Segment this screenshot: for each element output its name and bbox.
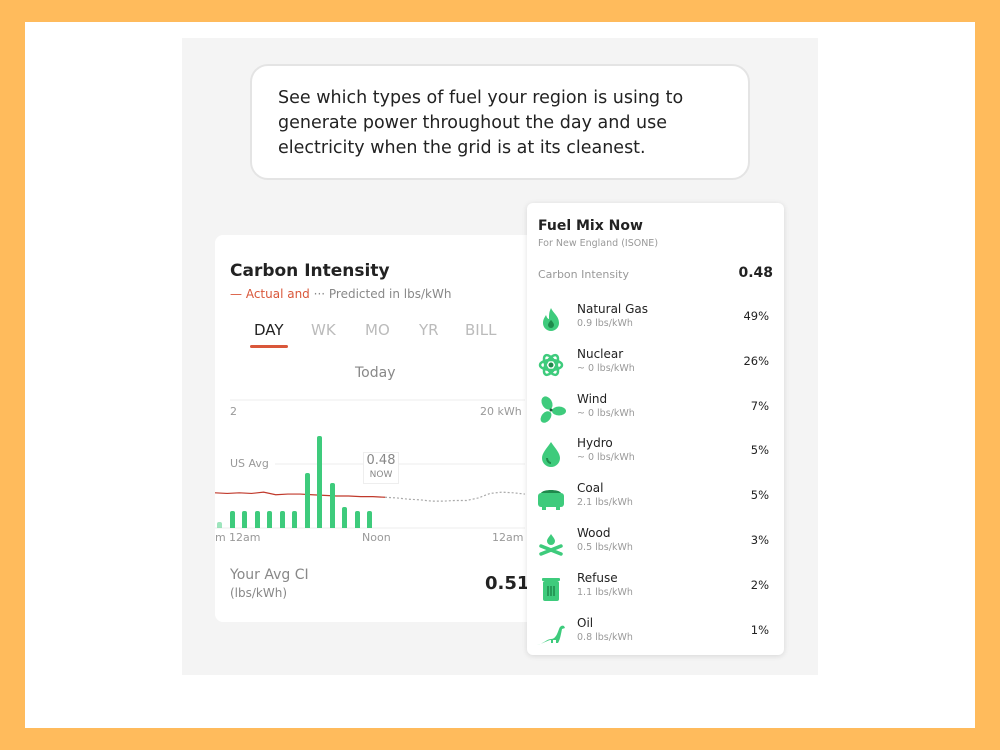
fuel-rate: ~ 0 lbs/kWh bbox=[577, 407, 635, 419]
usage-bar bbox=[267, 510, 272, 528]
avg-ci-unit: (lbs/kWh) bbox=[230, 586, 288, 600]
x-tick: m bbox=[215, 531, 226, 544]
chart-svg bbox=[215, 399, 525, 529]
dinosaur-icon bbox=[537, 625, 565, 645]
fuel-row-nuclear: Nuclear ~ 0 lbs/kWh 26% bbox=[527, 345, 784, 389]
fuel-rate: 0.8 lbs/kWh bbox=[577, 631, 633, 643]
usage-chart: 2 20 kWh US Avg 0.48 NOW m 12am Noon 12am bbox=[215, 395, 525, 545]
fuel-name: Nuclear bbox=[577, 346, 624, 361]
usage-bar bbox=[242, 510, 247, 528]
tab-mo[interactable]: MO bbox=[365, 321, 390, 339]
water-drop-icon bbox=[542, 442, 560, 468]
predicted-ci-line bbox=[384, 491, 525, 502]
period-tabs: DAY WK MO YR BILL bbox=[215, 321, 525, 351]
usage-bar bbox=[317, 435, 322, 528]
coal-cart-icon bbox=[538, 490, 564, 511]
x-tick: 12am bbox=[229, 531, 261, 544]
intro-bubble: See which types of fuel your region is u… bbox=[250, 64, 750, 180]
fuel-name: Wind bbox=[577, 391, 608, 406]
card-title: Carbon Intensity bbox=[230, 261, 390, 281]
fuel-name: Wood bbox=[577, 526, 611, 540]
now-label: NOW bbox=[369, 470, 393, 480]
fuel-row-wind: Wind ~ 0 lbs/kWh 7% bbox=[527, 390, 784, 434]
carbon-intensity-card: Carbon Intensity — Actual and ··· Predic… bbox=[215, 235, 545, 622]
usage-bar bbox=[354, 510, 360, 528]
fuel-row-wood: Wood 0.5 lbs/kWh 3% bbox=[527, 524, 784, 568]
usage-bar bbox=[292, 510, 297, 528]
fuel-name: Oil bbox=[577, 615, 594, 630]
legend: — Actual and ··· Predicted in lbs/kWh bbox=[230, 287, 451, 301]
usage-bar bbox=[342, 506, 347, 528]
fuel-percent: 5% bbox=[750, 443, 769, 458]
fuel-mix-title: Fuel Mix Now bbox=[538, 218, 643, 234]
tab-bill[interactable]: BILL bbox=[465, 321, 497, 339]
fuel-rate: 0.9 lbs/kWh bbox=[577, 318, 633, 329]
us-avg-label: US Avg bbox=[230, 457, 269, 470]
fuel-percent: 2% bbox=[750, 577, 769, 592]
carbon-intensity-label: Carbon Intensity bbox=[538, 268, 630, 281]
trash-can-icon bbox=[542, 577, 560, 601]
tab-yr[interactable]: YR bbox=[419, 321, 439, 339]
fuel-percent: 3% bbox=[750, 533, 769, 547]
fuel-name: Coal bbox=[577, 481, 604, 496]
usage-bar bbox=[329, 483, 335, 528]
fuel-row-oil: Oil 0.8 lbs/kWh 1% bbox=[527, 614, 784, 658]
usage-bar bbox=[229, 510, 235, 528]
left-axis-top: 2 bbox=[230, 405, 237, 418]
fuel-percent: 5% bbox=[750, 488, 769, 503]
fuel-row-hydro: Hydro ~ 0 lbs/kWh 5% bbox=[527, 434, 784, 478]
fuel-row-coal: Coal 2.1 lbs/kWh 5% bbox=[527, 479, 784, 523]
usage-bar bbox=[279, 510, 285, 528]
fuel-percent: 7% bbox=[750, 398, 769, 413]
fuel-percent: 1% bbox=[750, 622, 769, 637]
legend-actual: — Actual and bbox=[230, 287, 310, 301]
campfire-icon bbox=[539, 534, 563, 556]
carbon-intensity-value: 0.48 bbox=[738, 265, 773, 281]
fuel-rate: ~ 0 lbs/kWh bbox=[577, 362, 635, 374]
fan-icon bbox=[540, 396, 566, 423]
usage-bar bbox=[254, 510, 260, 528]
fuel-row-refuse: Refuse 1.1 lbs/kWh 2% bbox=[527, 569, 784, 613]
fuel-mix-region: For New England (ISONE) bbox=[538, 238, 659, 249]
avg-ci-value: 0.51 bbox=[485, 573, 530, 594]
tab-wk[interactable]: WK bbox=[311, 321, 336, 339]
tab-day[interactable]: DAY bbox=[250, 321, 288, 348]
fuel-name: Natural Gas bbox=[577, 302, 648, 316]
actual-ci-line bbox=[215, 491, 386, 498]
legend-predicted: ··· Predicted in lbs/kWh bbox=[313, 287, 452, 301]
atom-icon bbox=[538, 353, 564, 376]
fuel-name: Refuse bbox=[577, 570, 618, 585]
fuel-name: Hydro bbox=[577, 436, 613, 451]
x-tick: 12am bbox=[492, 531, 524, 544]
fuel-rate: 0.5 lbs/kWh bbox=[577, 542, 633, 553]
now-marker: 0.48 NOW bbox=[363, 452, 399, 484]
usage-bar bbox=[217, 521, 222, 528]
flame-icon bbox=[543, 308, 559, 331]
right-axis-top: 20 kWh bbox=[480, 405, 522, 418]
fuel-rate: 2.1 lbs/kWh bbox=[577, 497, 633, 509]
fuel-percent: 49% bbox=[743, 309, 769, 323]
fuel-rate: ~ 0 lbs/kWh bbox=[577, 452, 635, 464]
period-label: Today bbox=[355, 365, 396, 381]
fuel-rate: 1.1 lbs/kWh bbox=[577, 586, 633, 598]
usage-bar bbox=[304, 472, 310, 528]
now-value: 0.48 bbox=[366, 453, 396, 468]
avg-ci-label: Your Avg CI bbox=[230, 567, 309, 583]
usage-bar bbox=[367, 510, 372, 528]
fuel-mix-card: Fuel Mix Now For New England (ISONE) Car… bbox=[527, 203, 784, 655]
x-tick: Noon bbox=[362, 531, 391, 544]
fuel-percent: 26% bbox=[743, 353, 769, 368]
fuel-row-natural-gas: Natural Gas 0.9 lbs/kWh 49% bbox=[527, 300, 784, 344]
